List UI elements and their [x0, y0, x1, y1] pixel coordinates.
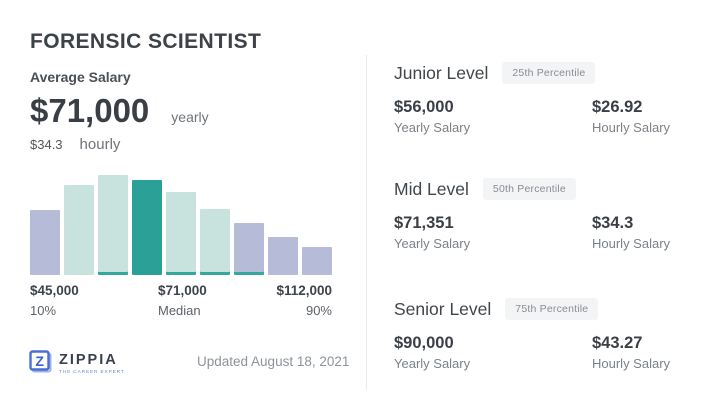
yearly-amount: $71,351 — [394, 214, 454, 232]
percentile-badge: 75th Percentile — [505, 298, 599, 320]
histogram-bar — [302, 247, 332, 275]
salary-distribution-chart — [30, 175, 332, 275]
updated-date: Updated August 18, 2021 — [197, 354, 350, 369]
yearly-salary-amount: $71,000 — [30, 92, 150, 129]
histogram-bar — [30, 210, 60, 275]
hourly-salary-unit: hourly — [79, 136, 121, 153]
hourly-label: Hourly Salary — [592, 236, 671, 251]
senior-level-section: Senior Level 75th Percentile $90,000 $43… — [394, 298, 700, 371]
page-title: FORENSIC SCIENTIST — [30, 30, 262, 53]
histogram-bar — [98, 175, 128, 275]
mid-level-section: Mid Level 50th Percentile $71,351 $34.3 … — [394, 178, 700, 251]
histogram-bar — [200, 209, 230, 275]
hourly-amount: $26.92 — [592, 98, 643, 116]
logo-initial: Z — [35, 353, 44, 369]
zippia-z-icon: Z — [29, 350, 52, 373]
yearly-label: Yearly Salary — [394, 356, 471, 371]
level-name: Senior Level — [394, 298, 492, 319]
hourly-amount: $43.27 — [592, 334, 643, 352]
level-heading: Mid Level 50th Percentile — [394, 178, 700, 200]
hourly-salary-row: $34.3 hourly — [30, 136, 120, 154]
vertical-divider — [366, 55, 367, 390]
level-labels: Yearly Salary Hourly Salary — [394, 120, 700, 135]
chart-x-axis: $45,000 10% $71,000 Median $112,000 90% — [30, 283, 332, 323]
hourly-amount: $34.3 — [592, 214, 634, 232]
histogram-bar-median — [132, 180, 162, 275]
axis-tick: $71,000 Median — [158, 283, 207, 318]
histogram-bar — [234, 223, 264, 275]
average-salary-label: Average Salary — [30, 69, 131, 85]
percentile-badge: 50th Percentile — [482, 178, 576, 200]
tick-value: $112,000 — [276, 283, 332, 298]
tick-sublabel: 90% — [305, 303, 332, 318]
percentile-badge: 25th Percentile — [502, 62, 596, 84]
tick-sublabel: 10% — [30, 303, 57, 318]
tick-value: $71,000 — [158, 283, 207, 298]
tick-value: $45,000 — [30, 283, 79, 298]
hourly-salary-amount: $34.3 — [30, 137, 63, 152]
histogram-bar — [64, 185, 94, 275]
brand-tagline: THE CAREER EXPERT — [59, 369, 125, 375]
yearly-amount: $56,000 — [394, 98, 454, 116]
hourly-label: Hourly Salary — [592, 120, 671, 135]
axis-tick: $45,000 10% — [30, 283, 79, 318]
level-heading: Senior Level 75th Percentile — [394, 298, 700, 320]
brand-name: ZIPPIA — [59, 352, 118, 368]
yearly-amount: $90,000 — [394, 334, 454, 352]
level-labels: Yearly Salary Hourly Salary — [394, 356, 700, 371]
histogram-bar — [166, 192, 196, 275]
histogram-bar — [268, 237, 298, 275]
level-values: $71,351 $34.3 — [394, 214, 700, 233]
zippia-logo: Z ZIPPIA THE CAREER EXPERT — [29, 349, 168, 378]
level-heading: Junior Level 25th Percentile — [394, 62, 700, 84]
logo-text: ZIPPIA THE CAREER EXPERT — [59, 349, 168, 378]
level-values: $90,000 $43.27 — [394, 334, 700, 353]
level-labels: Yearly Salary Hourly Salary — [394, 236, 700, 251]
yearly-label: Yearly Salary — [394, 120, 471, 135]
hourly-label: Hourly Salary — [592, 356, 671, 371]
junior-level-section: Junior Level 25th Percentile $56,000 $26… — [394, 62, 700, 135]
yearly-salary-row: $71,000 yearly — [30, 92, 209, 130]
yearly-label: Yearly Salary — [394, 236, 471, 251]
tick-sublabel: Median — [158, 303, 201, 318]
level-name: Mid Level — [394, 178, 469, 199]
axis-tick: $112,000 90% — [276, 283, 332, 318]
level-values: $56,000 $26.92 — [394, 98, 700, 117]
yearly-salary-unit: yearly — [171, 109, 209, 125]
level-name: Junior Level — [394, 62, 489, 83]
